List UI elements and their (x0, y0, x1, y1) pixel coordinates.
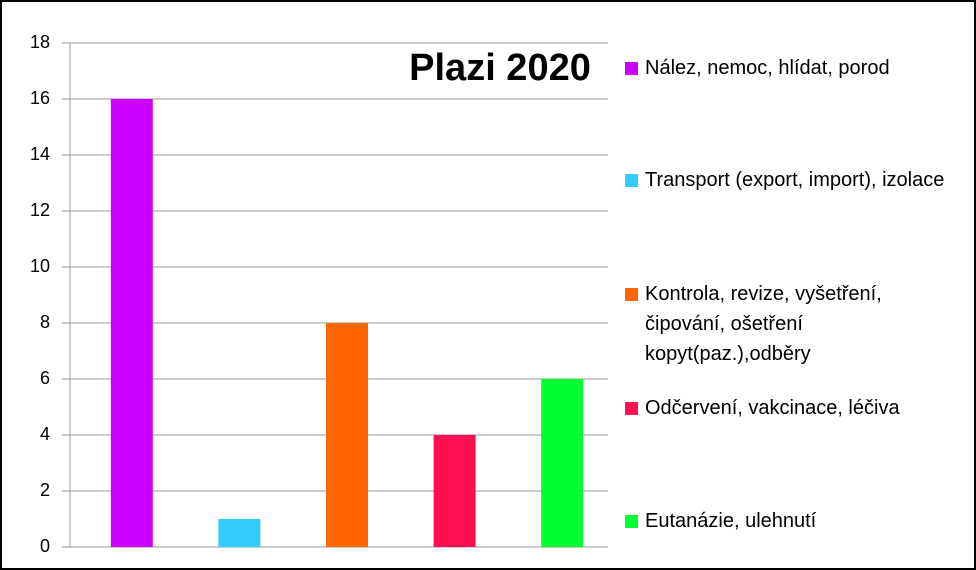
legend-item: Kontrola, revize, vyšetření, čipování, o… (625, 279, 955, 369)
bar (541, 379, 584, 547)
legend-item: Odčervení, vakcinace, léčiva (625, 393, 955, 423)
y-tick-label: 18 (30, 32, 50, 52)
bar (326, 323, 368, 547)
legend-swatch (625, 288, 638, 301)
y-tick-label: 0 (40, 536, 50, 556)
bar (110, 99, 153, 547)
legend-swatch (625, 402, 638, 415)
chart-title: Plazi 2020 (409, 47, 591, 89)
y-tick-label: 8 (40, 312, 50, 332)
legend-item: Nález, nemoc, hlídat, porod (625, 53, 955, 83)
legend-label: Eutanázie, ulehnutí (645, 510, 817, 532)
legend-label: Kontrola, revize, vyšetření, čipování, o… (645, 283, 882, 365)
legend-swatch (625, 62, 638, 75)
y-tick-label: 10 (30, 256, 50, 276)
y-tick-label: 2 (40, 480, 50, 500)
bar (433, 435, 476, 547)
legend-swatch (625, 515, 638, 528)
y-tick-label: 6 (40, 368, 50, 388)
legend-item: Transport (export, import), izolace (625, 165, 955, 195)
legend-label: Transport (export, import), izolace (645, 169, 945, 191)
y-tick-label: 14 (30, 144, 50, 164)
y-tick-label: 16 (30, 88, 50, 108)
legend-item: Eutanázie, ulehnutí (625, 506, 955, 536)
bar (218, 519, 261, 547)
legend-swatch (625, 174, 638, 187)
legend-label: Nález, nemoc, hlídat, porod (645, 57, 890, 79)
y-tick-label: 12 (30, 200, 50, 220)
y-tick-label: 4 (40, 424, 50, 444)
legend-label: Odčervení, vakcinace, léčiva (645, 397, 900, 419)
